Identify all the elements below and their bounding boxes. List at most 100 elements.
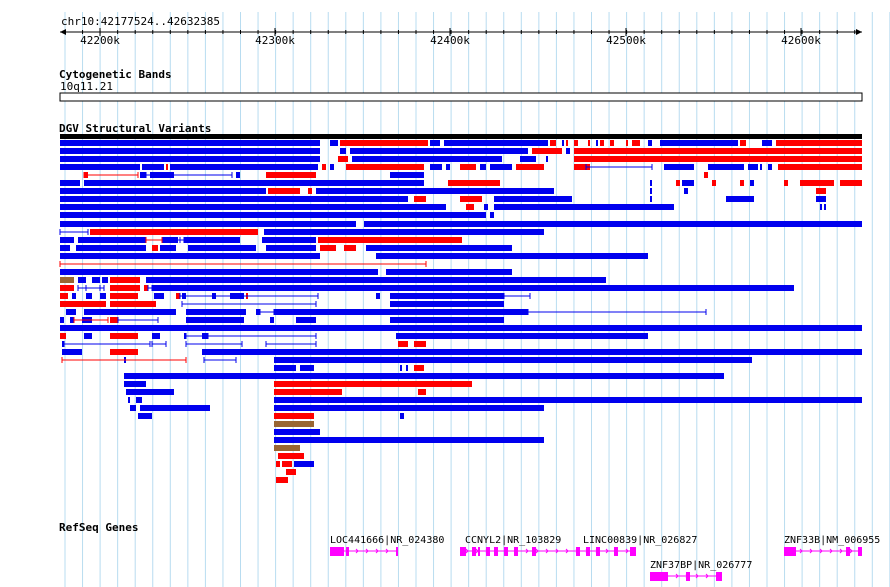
dgv-variant[interactable] [274, 381, 472, 387]
dgv-variant[interactable] [60, 285, 74, 291]
dgv-variant[interactable] [256, 309, 260, 315]
dgv-variant[interactable] [140, 405, 210, 411]
dgv-variant[interactable] [86, 293, 92, 299]
dgv-variant[interactable] [740, 180, 744, 186]
dgv-variant[interactable] [78, 237, 146, 243]
dgv-variant[interactable] [60, 148, 320, 154]
dgv-variant[interactable] [748, 164, 758, 170]
gene-ccnyl2-exon[interactable] [532, 547, 536, 556]
dgv-variant[interactable] [778, 164, 862, 170]
dgv-variant[interactable] [84, 180, 424, 186]
dgv-variant[interactable] [62, 349, 82, 355]
dgv-variant[interactable] [60, 196, 408, 202]
dgv-variant[interactable] [708, 164, 744, 170]
dgv-variant[interactable] [480, 164, 486, 170]
dgv-variant[interactable] [566, 148, 570, 154]
dgv-variant[interactable] [110, 285, 140, 291]
dgv-variant[interactable] [160, 245, 176, 251]
dgv-variant[interactable] [278, 453, 304, 459]
dgv-variant[interactable] [60, 188, 266, 194]
dgv-variant[interactable] [390, 301, 504, 307]
dgv-variant[interactable] [92, 277, 100, 283]
dgv-variant[interactable] [460, 164, 476, 170]
dgv-variant[interactable] [274, 437, 544, 443]
dgv-variant[interactable] [60, 140, 320, 146]
refseq-genes[interactable]: LOC441666|NR_024380 CCNYL2|NR_103829 LIN… [330, 535, 880, 581]
dgv-variant[interactable] [320, 245, 336, 251]
dgv-variant[interactable] [176, 293, 180, 299]
dgv-variant[interactable] [750, 180, 754, 186]
dgv-variant[interactable] [650, 188, 652, 194]
gene-ccnyl2-exon[interactable] [478, 547, 480, 556]
dgv-variant[interactable] [124, 381, 146, 387]
dgv-variant[interactable] [494, 196, 572, 202]
gene-ccnyl2-exon[interactable] [472, 547, 476, 556]
dgv-variant[interactable] [390, 172, 424, 178]
dgv-variant[interactable] [318, 237, 462, 243]
dgv-variant[interactable] [712, 180, 716, 186]
dgv-variant[interactable] [146, 277, 606, 283]
dgv-variant[interactable] [574, 164, 590, 170]
dgv-variant[interactable] [650, 180, 652, 186]
dgv-variant[interactable] [466, 204, 474, 210]
dgv-variant[interactable] [110, 293, 138, 299]
dgv-variant[interactable] [414, 365, 424, 371]
dgv-variant[interactable] [820, 204, 822, 210]
dgv-variant[interactable] [406, 365, 408, 371]
dgv-variant[interactable] [490, 164, 512, 170]
dgv-variant[interactable] [610, 140, 614, 146]
dgv-variant[interactable] [84, 333, 92, 339]
dgv-variant[interactable] [682, 180, 694, 186]
dgv-variant[interactable] [274, 389, 342, 395]
gene-label-ccnyl2[interactable]: CCNYL2|NR_103829 [465, 535, 561, 546]
dgv-variant[interactable] [90, 229, 258, 235]
gene-label-znf33b[interactable]: ZNF33B|NM_006955 [784, 535, 880, 546]
dgv-variant[interactable] [162, 237, 178, 243]
dgv-variant[interactable] [76, 245, 146, 251]
dgv-variant[interactable] [376, 253, 648, 259]
dgv-variant[interactable] [414, 341, 426, 347]
dgv-variant[interactable] [100, 293, 106, 299]
gene-znf33b-exon[interactable] [858, 547, 862, 556]
dgv-variant[interactable] [276, 461, 280, 467]
gene-ccnyl2-exon[interactable] [614, 547, 618, 556]
dgv-variant[interactable] [364, 221, 862, 227]
dgv-variant[interactable] [446, 164, 450, 170]
dgv-variant[interactable] [776, 140, 862, 146]
dgv-variant[interactable] [768, 164, 772, 170]
dgv-variant[interactable] [460, 196, 482, 202]
dgv-variant[interactable] [128, 397, 130, 403]
dgv-variant[interactable] [296, 317, 316, 323]
dgv-variant[interactable] [110, 301, 156, 307]
dgv-variant[interactable] [274, 397, 862, 403]
dgv-variant[interactable] [274, 309, 528, 315]
dgv-variant[interactable] [574, 148, 862, 154]
dgv-variant[interactable] [140, 172, 146, 178]
dgv-variant[interactable] [316, 188, 554, 194]
dgv-variant[interactable] [376, 293, 380, 299]
gene-ccnyl2-exon[interactable] [460, 547, 466, 556]
dgv-variant[interactable] [494, 204, 674, 210]
dgv-variant[interactable] [184, 333, 186, 339]
dgv-variant[interactable] [816, 188, 826, 194]
dgv-variant[interactable] [60, 156, 320, 162]
dgv-variant[interactable] [600, 140, 604, 146]
dgv-variant[interactable] [546, 156, 548, 162]
dgv-variant[interactable] [574, 140, 578, 146]
dgv-variant[interactable] [72, 293, 76, 299]
dgv-variant[interactable] [274, 365, 296, 371]
dgv-variant[interactable] [484, 204, 488, 210]
gene-label-loc441666[interactable]: LOC441666|NR_024380 [330, 535, 444, 546]
dgv-variant[interactable] [60, 277, 74, 283]
dgv-variant[interactable] [110, 277, 140, 283]
dgv-variant[interactable] [262, 237, 316, 243]
dgv-variant[interactable] [346, 164, 424, 170]
dgv-variant[interactable] [840, 180, 862, 186]
gene-znf37bp-exon[interactable] [716, 572, 722, 581]
dgv-variant[interactable] [130, 405, 136, 411]
dgv-variant[interactable] [110, 349, 138, 355]
dgv-variant[interactable] [740, 140, 746, 146]
dgv-variant[interactable] [66, 309, 76, 315]
dgv-variant[interactable] [340, 140, 428, 146]
dgv-variant[interactable] [274, 429, 320, 435]
